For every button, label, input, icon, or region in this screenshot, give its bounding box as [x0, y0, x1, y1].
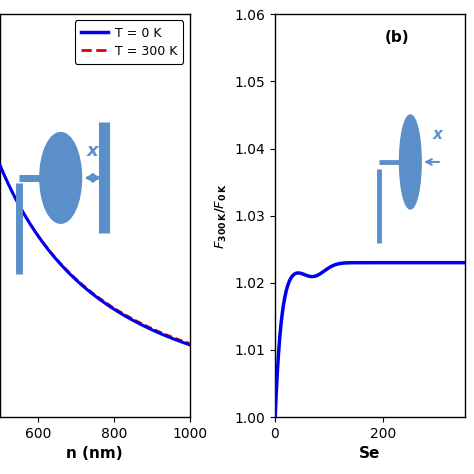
- Legend: T = 0 K, T = 300 K: T = 0 K, T = 300 K: [75, 20, 183, 64]
- Ellipse shape: [400, 115, 421, 209]
- Text: x: x: [87, 142, 99, 160]
- Text: (b): (b): [385, 30, 410, 46]
- Text: x: x: [432, 127, 442, 142]
- X-axis label: Se: Se: [359, 447, 381, 461]
- Ellipse shape: [40, 133, 82, 223]
- Y-axis label: $F_\mathregular{300\,K}$/$F_\mathregular{0\,K}$: $F_\mathregular{300\,K}$/$F_\mathregular…: [214, 183, 229, 248]
- X-axis label: n (nm): n (nm): [66, 447, 123, 461]
